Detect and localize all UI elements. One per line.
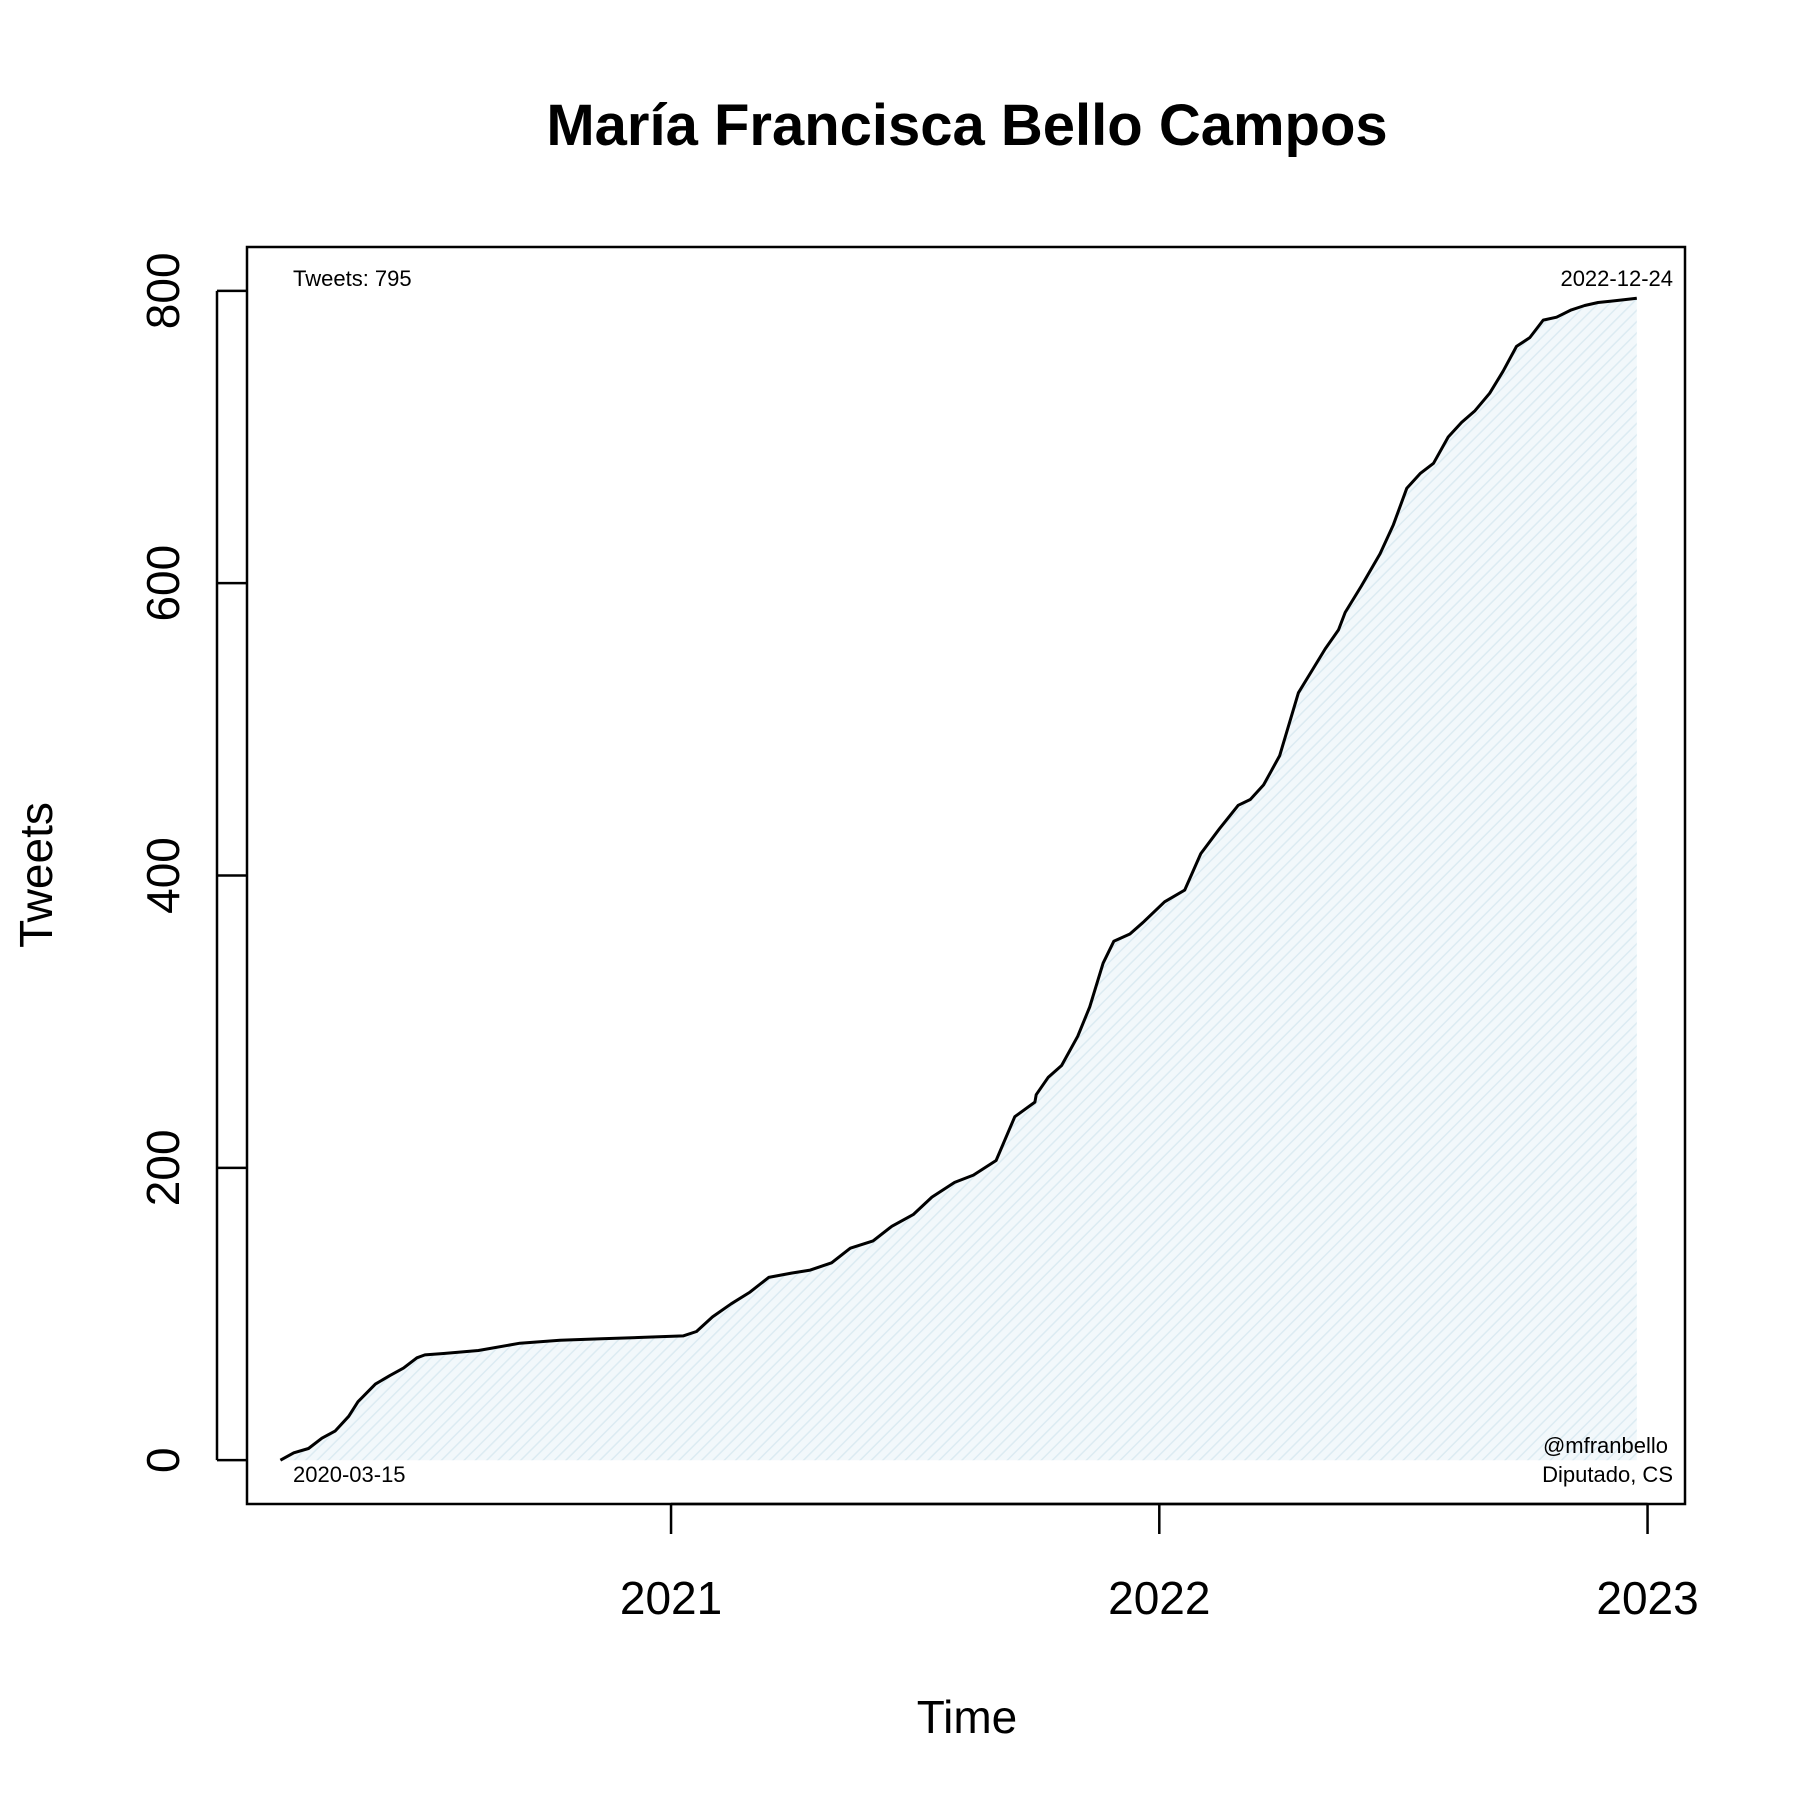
x-axis-label: Time bbox=[917, 1691, 1018, 1743]
chart-title: María Francisca Bello Campos bbox=[546, 93, 1387, 158]
annotation-handle: @mfranbello bbox=[1543, 1433, 1668, 1458]
y-tick-label: 200 bbox=[137, 1129, 189, 1206]
area-fill bbox=[280, 298, 1637, 1461]
annotation-end-date: 2022-12-24 bbox=[1560, 266, 1673, 291]
x-tick-label: 2021 bbox=[620, 1572, 722, 1624]
y-tick-label: 0 bbox=[137, 1447, 189, 1473]
series-area bbox=[280, 298, 1637, 1461]
y-axis: 0 200 400 600 800 bbox=[137, 252, 247, 1473]
y-tick-label: 800 bbox=[137, 252, 189, 329]
series-line bbox=[279, 296, 1637, 1462]
annotation-tweet-count: Tweets: 795 bbox=[293, 266, 412, 291]
x-axis: 2021 2022 2023 bbox=[620, 1502, 1699, 1624]
y-axis-label: Tweets bbox=[10, 802, 62, 948]
series-line-group bbox=[279, 296, 1637, 1462]
x-tick-label: 2023 bbox=[1596, 1572, 1698, 1624]
annotation-role: Diputado, CS bbox=[1542, 1462, 1673, 1487]
annotation-start-date: 2020-03-15 bbox=[293, 1462, 406, 1487]
y-tick-label: 400 bbox=[137, 837, 189, 914]
y-tick-label: 600 bbox=[137, 545, 189, 622]
x-tick-label: 2022 bbox=[1108, 1572, 1210, 1624]
